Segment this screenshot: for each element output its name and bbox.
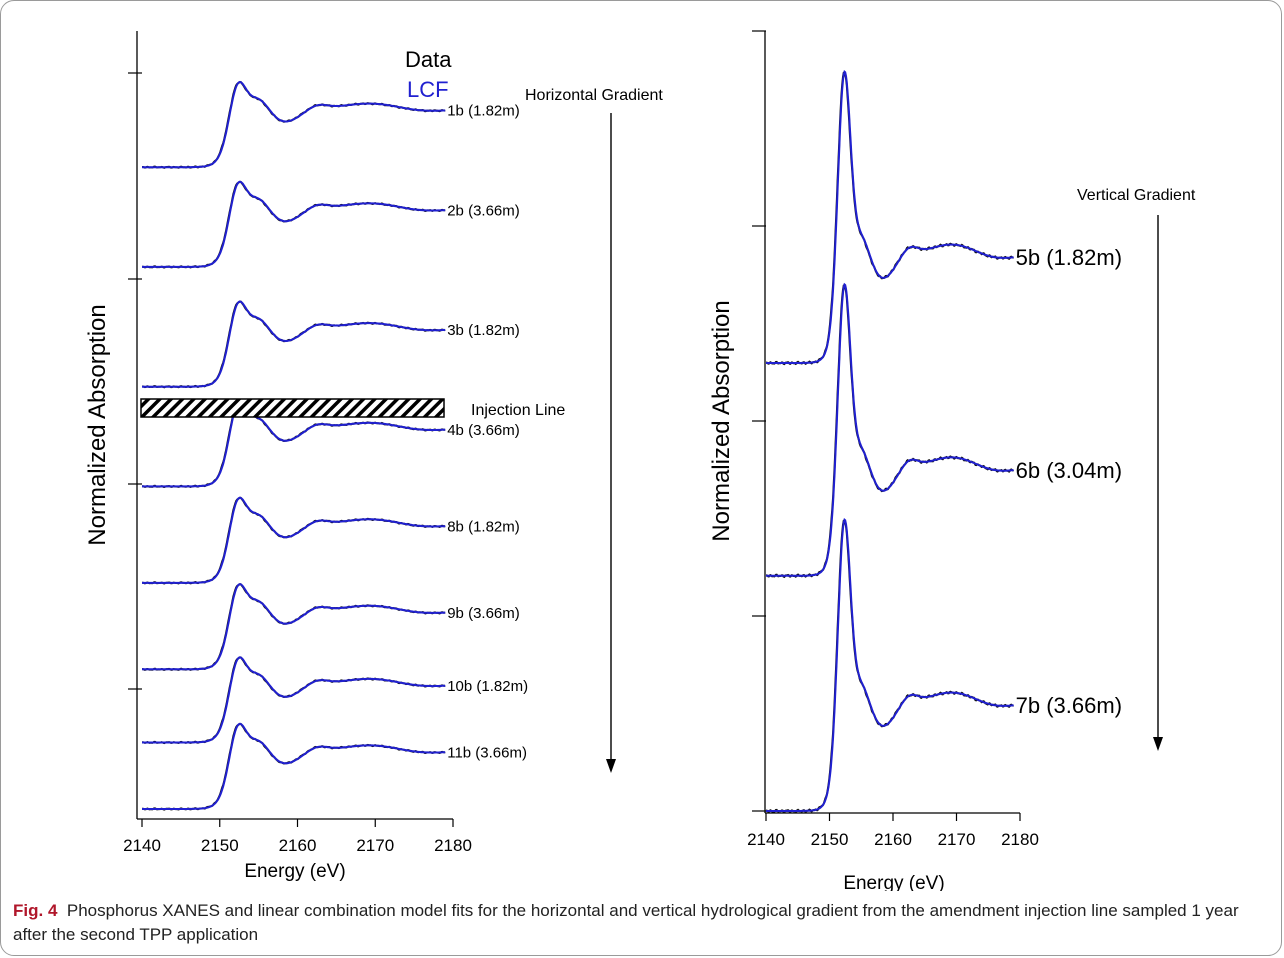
x-tick-label: 2170	[938, 830, 976, 849]
caption-label: Fig. 4	[13, 901, 58, 920]
data-series-line	[142, 180, 446, 269]
data-series-line	[142, 583, 446, 671]
series-label: 10b (1.82m)	[447, 678, 528, 695]
lcf-series-line	[142, 583, 446, 671]
legend-lcf: LCF	[407, 77, 449, 102]
horizontal-gradient-label: Horizontal Gradient	[525, 87, 663, 104]
series-label: 11b (3.66m)	[447, 744, 527, 761]
lcf-series-line	[142, 180, 446, 268]
series-label: 6b (3.04m)	[1016, 458, 1122, 483]
left-ylabel: Normalized Absorption	[84, 304, 111, 545]
series-label: 8b (1.82m)	[447, 518, 520, 535]
vertical-gradient-arrowhead	[1153, 737, 1163, 751]
right-xlabel: Energy (eV)	[843, 873, 944, 891]
data-series-line	[142, 722, 446, 811]
x-tick-label: 2140	[747, 830, 785, 849]
x-tick-label: 2180	[1001, 830, 1039, 849]
right-ylabel: Normalized Absorption	[708, 300, 735, 541]
series-label: 7b (3.66m)	[1016, 693, 1122, 718]
series-label: 3b (1.82m)	[447, 322, 520, 339]
data-series-line	[142, 496, 446, 585]
right-chart: 2140 2150 2160 2170 2180 5b (1.82m) 6b (3.04m…	[708, 30, 1196, 894]
lcf-series-line	[766, 517, 1014, 812]
lcf-series-line	[766, 69, 1014, 364]
legend-data: Data	[405, 47, 452, 72]
x-tick-label: 2180	[434, 836, 472, 855]
lcf-series-line	[142, 496, 446, 584]
vertical-gradient-label: Vertical Gradient	[1077, 187, 1196, 204]
caption-text: Phosphorus XANES and linear combination …	[13, 901, 1239, 944]
x-tick-label: 2150	[201, 836, 239, 855]
figure-svg: 2140 2150 2160 2170 2180 1b (1.82m) 2b (3.66m…	[84, 30, 1196, 894]
x-tick-label: 2170	[356, 836, 394, 855]
left-chart: 2140 2150 2160 2170 2180 1b (1.82m) 2b (3.66m…	[84, 31, 663, 882]
figure-caption: Fig. 4 Phosphorus XANES and linear combi…	[13, 899, 1275, 947]
series-label: 1b (1.82m)	[447, 103, 520, 120]
series-label: 4b (3.66m)	[447, 422, 520, 439]
injection-line-label: Injection Line	[471, 402, 565, 419]
data-series-line	[142, 300, 446, 389]
x-tick-label: 2160	[279, 836, 317, 855]
series-label: 2b (3.66m)	[447, 202, 520, 219]
data-series-line	[766, 284, 1014, 579]
x-tick-label: 2140	[123, 836, 161, 855]
lcf-series-line	[142, 400, 446, 488]
data-series-line	[766, 71, 1014, 366]
data-series-line	[766, 519, 1014, 814]
data-series-line	[142, 80, 446, 169]
lcf-series-line	[142, 656, 446, 744]
lcf-series-line	[766, 282, 1014, 577]
left-xlabel: Energy (eV)	[244, 861, 345, 882]
x-tick-label: 2160	[874, 830, 912, 849]
series-label: 5b (1.82m)	[1016, 245, 1122, 270]
x-tick-label: 2150	[811, 830, 849, 849]
lcf-series-line	[142, 300, 446, 388]
horizontal-gradient-arrowhead	[606, 759, 616, 773]
lcf-series-line	[142, 722, 446, 810]
series-label: 9b (3.66m)	[447, 605, 520, 622]
lcf-series-line	[142, 80, 446, 169]
injection-line-bar	[140, 398, 445, 418]
